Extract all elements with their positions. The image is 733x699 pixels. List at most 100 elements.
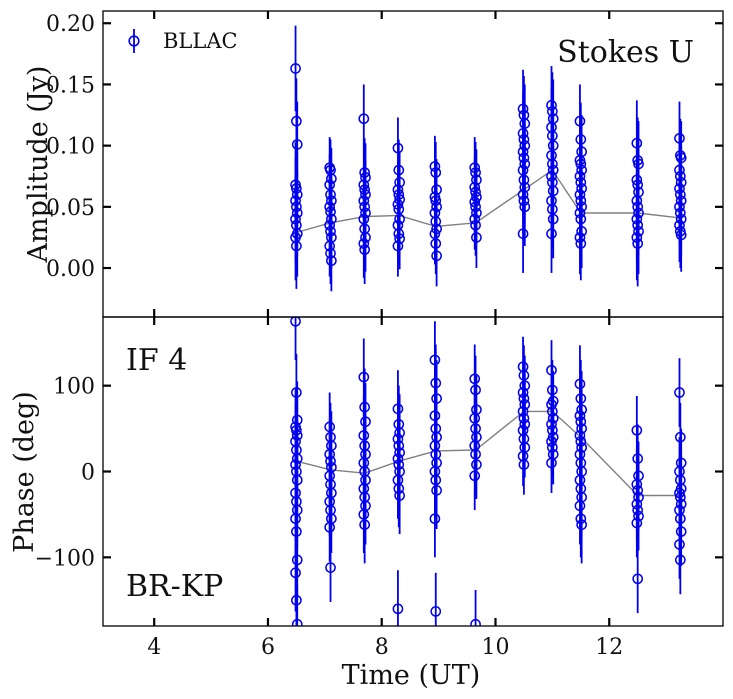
bottom-data-point xyxy=(674,387,685,398)
xtick-label: 10 xyxy=(481,635,509,660)
bottom-data-point xyxy=(546,364,557,376)
bottom-data-point xyxy=(546,399,557,410)
bottom-data-point xyxy=(360,416,371,428)
top-data-point xyxy=(674,183,685,194)
bottom-data-point xyxy=(358,430,370,441)
top-data-point xyxy=(575,134,587,145)
bottom-data-point xyxy=(291,453,303,464)
bottom-data-point xyxy=(471,459,482,470)
top-ylabel: Amplitude (Jy) xyxy=(23,66,54,264)
bottom-data-point xyxy=(290,459,301,470)
bottom-data-point xyxy=(674,554,686,566)
top-data-point xyxy=(291,183,302,194)
bottom-data-point xyxy=(430,377,442,389)
bottom-data-point xyxy=(429,410,441,422)
bottom-data-point xyxy=(393,440,405,452)
top-data-point xyxy=(517,103,529,115)
top-data-point xyxy=(394,213,405,225)
bottom-data-point xyxy=(291,474,303,486)
bottom-data-point xyxy=(290,567,301,579)
top-data-point xyxy=(574,207,586,219)
bottom-data-point xyxy=(674,513,686,525)
bottom-data-point xyxy=(470,448,481,460)
top-data-point xyxy=(360,207,371,219)
top-data-point xyxy=(324,240,336,252)
top-data-point xyxy=(575,195,587,207)
top-data-point xyxy=(431,223,442,235)
bottom-data-point xyxy=(631,517,643,529)
top-data-point xyxy=(517,146,529,158)
top-data-point xyxy=(631,232,643,243)
top-data-point xyxy=(325,225,336,237)
top-data-point xyxy=(632,179,644,191)
top-data-point xyxy=(471,232,482,243)
bottom-annotation-if: IF 4 xyxy=(126,343,187,378)
top-data-point xyxy=(392,240,404,252)
bottom-data-point xyxy=(632,504,644,516)
top-data-point xyxy=(470,167,481,178)
bottom-data-point xyxy=(632,485,644,496)
top-data-point xyxy=(575,238,587,249)
top-data-point xyxy=(291,139,303,150)
bottom-data-point xyxy=(429,354,441,366)
bottom-annotation-baseline: BR-KP xyxy=(126,569,223,604)
bottom-data-point xyxy=(576,442,588,453)
bottom-data-point xyxy=(469,470,481,482)
top-data-point xyxy=(575,177,587,188)
top-data-point xyxy=(674,170,686,182)
top-data-point xyxy=(470,219,481,231)
top-data-point xyxy=(358,179,370,191)
bottom-data-point xyxy=(574,500,586,512)
bottom-data-point xyxy=(675,498,687,510)
bottom-data-point xyxy=(518,370,530,381)
top-data-point xyxy=(547,164,559,176)
bottom-data-point xyxy=(394,427,405,439)
top-ytick-label: 0.20 xyxy=(46,12,95,37)
bottom-data-point xyxy=(291,618,303,626)
bottom-data-point xyxy=(393,459,405,470)
top-data-point xyxy=(632,238,644,249)
top-data-point xyxy=(469,196,481,208)
top-ytick-label: 0.05 xyxy=(46,196,95,221)
top-data-point xyxy=(674,189,686,200)
top-data-point xyxy=(633,207,644,219)
top-data-point xyxy=(429,161,441,172)
top-data-point xyxy=(326,255,337,267)
bottom-data-point xyxy=(546,457,557,469)
bottom-data-point xyxy=(546,436,557,447)
top-data-point xyxy=(394,177,405,188)
bottom-data-point xyxy=(519,399,531,410)
bottom-data-point xyxy=(324,421,336,433)
bottom-data-point xyxy=(631,498,643,510)
bottom-data-point xyxy=(290,513,301,525)
bottom-data-point xyxy=(392,403,404,415)
top-data-point xyxy=(290,63,301,74)
bottom-data-point xyxy=(517,406,529,417)
top-data-point xyxy=(633,158,644,170)
bottom-data-point xyxy=(574,378,586,390)
bottom-data-point xyxy=(291,424,302,436)
bottom-data-point xyxy=(547,384,558,396)
top-data-point xyxy=(469,213,481,225)
top-data-point xyxy=(359,201,371,213)
top-data-point xyxy=(546,170,557,182)
xtick-label: 8 xyxy=(375,635,389,660)
bottom-data-point xyxy=(431,393,442,404)
top-data-point xyxy=(632,201,644,213)
top-panel: 0.00 0.05 0.10 0.15 0.20 Amplitude (Jy) Stok… xyxy=(23,10,724,318)
xtick-label: 4 xyxy=(147,635,161,660)
top-data-point xyxy=(469,162,481,174)
bottom-plot-area xyxy=(290,317,687,626)
bottom-data-point xyxy=(631,479,643,490)
top-data-point xyxy=(517,189,529,200)
top-data-point xyxy=(326,173,337,185)
top-data-point xyxy=(574,170,586,182)
top-data-point xyxy=(326,195,337,207)
bottom-data-point xyxy=(518,412,530,424)
top-data-point xyxy=(675,152,687,164)
bottom-ylabel: Phase (deg) xyxy=(9,391,40,553)
bottom-data-point xyxy=(517,387,529,398)
bottom-data-point xyxy=(392,603,404,615)
top-data-point xyxy=(470,201,481,213)
